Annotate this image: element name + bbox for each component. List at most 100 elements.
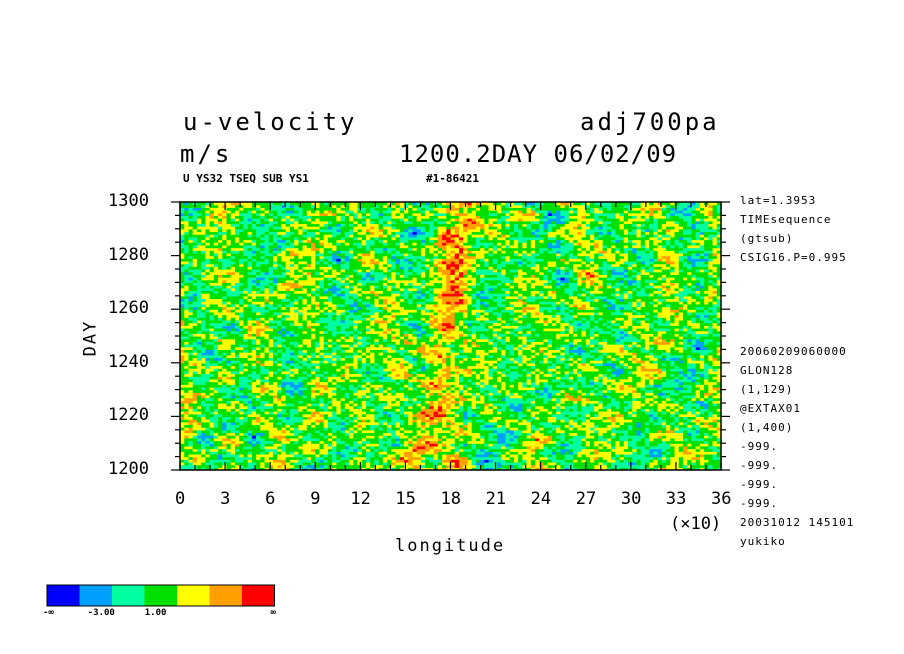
heatmap-cell xyxy=(589,405,595,409)
heatmap-cell xyxy=(260,381,266,385)
heatmap-cell xyxy=(184,437,190,442)
heatmap-cell xyxy=(471,416,477,420)
heatmap-cell xyxy=(513,408,519,412)
heatmap-cell xyxy=(442,443,447,447)
heatmap-cell xyxy=(564,421,570,426)
heatmap-cell xyxy=(568,408,574,412)
heatmap-cell xyxy=(281,453,287,458)
heatmap-cell xyxy=(577,467,583,470)
heatmap-cell xyxy=(471,408,477,412)
heatmap-cell xyxy=(399,413,405,417)
heatmap-cell xyxy=(636,400,642,404)
heatmap-cell xyxy=(315,456,321,460)
heatmap-cell xyxy=(429,373,435,377)
heatmap-cell xyxy=(674,464,680,468)
heatmap-cell xyxy=(695,365,701,369)
heatmap-cell xyxy=(442,373,447,377)
heatmap-cell xyxy=(471,370,477,375)
heatmap-cell xyxy=(589,445,595,450)
heatmap-cell xyxy=(239,427,244,431)
heatmap-cell xyxy=(615,365,621,369)
heatmap-cell xyxy=(632,405,638,409)
heatmap-cell xyxy=(437,373,443,377)
heatmap-cell xyxy=(425,413,430,417)
heatmap-cell xyxy=(412,448,418,452)
heatmap-cell xyxy=(294,437,299,442)
heatmap-cell xyxy=(294,421,299,426)
heatmap-cell xyxy=(281,427,287,431)
heatmap-cell xyxy=(306,384,312,388)
heatmap-cell xyxy=(289,456,295,460)
heatmap-cell xyxy=(213,464,219,468)
heatmap-cell xyxy=(632,464,638,468)
heatmap-cell xyxy=(230,394,236,399)
heatmap-cell xyxy=(471,429,477,434)
heatmap-cell xyxy=(695,413,701,417)
heatmap-cell xyxy=(196,368,202,372)
heatmap-cell xyxy=(467,461,473,466)
heatmap-cell xyxy=(644,459,650,463)
heatmap-cell xyxy=(446,370,452,375)
heatmap-cell xyxy=(234,389,240,393)
heatmap-cell xyxy=(699,400,705,404)
heatmap-cell xyxy=(682,373,688,377)
heatmap-cell xyxy=(598,370,604,375)
heatmap-cell xyxy=(311,365,316,369)
heatmap-cell xyxy=(416,464,422,468)
heatmap-cell xyxy=(611,437,616,442)
heatmap-cell xyxy=(319,365,325,369)
heatmap-cell xyxy=(201,432,206,436)
heatmap-cell xyxy=(446,443,452,447)
heatmap-cell xyxy=(636,384,642,388)
heatmap-cell xyxy=(492,440,498,444)
heatmap-cell xyxy=(674,365,680,369)
heatmap-cell xyxy=(450,429,456,434)
heatmap-cell xyxy=(463,400,469,404)
heatmap-cell xyxy=(611,445,616,450)
heatmap-cell xyxy=(551,389,557,393)
heatmap-cell xyxy=(391,451,397,455)
heatmap-cell xyxy=(632,467,638,470)
heatmap-cell xyxy=(682,443,688,447)
heatmap-cell xyxy=(442,370,447,375)
heatmap-cell xyxy=(467,467,473,470)
heatmap-cell xyxy=(526,429,532,434)
heatmap-cell xyxy=(573,424,578,428)
heatmap-cell xyxy=(416,416,422,420)
heatmap-cell xyxy=(404,413,409,417)
heatmap-cell xyxy=(349,376,354,380)
heatmap-cell xyxy=(222,397,228,401)
heatmap-cell xyxy=(256,448,261,452)
heatmap-cell xyxy=(404,376,409,380)
heatmap-cell xyxy=(425,456,430,460)
heatmap-cell xyxy=(429,467,435,470)
heatmap-cell xyxy=(640,365,646,369)
heatmap-cell xyxy=(437,467,443,470)
heatmap-cell xyxy=(564,467,570,470)
heatmap-cell xyxy=(535,365,540,369)
heatmap-cell xyxy=(691,456,697,460)
heatmap-cell xyxy=(294,459,299,463)
heatmap-cell xyxy=(302,429,308,434)
heatmap-cell xyxy=(344,448,350,452)
heatmap-cell xyxy=(691,376,697,380)
heatmap-cell xyxy=(628,392,633,396)
heatmap-cell xyxy=(467,445,473,450)
heatmap-cell xyxy=(547,376,553,380)
heatmap-cell xyxy=(678,448,684,452)
heatmap-cell xyxy=(319,456,325,460)
heatmap-cell xyxy=(188,381,194,385)
heatmap-cell xyxy=(251,386,257,391)
heatmap-cell xyxy=(501,392,507,396)
heatmap-cell xyxy=(687,461,693,466)
heatmap-cell xyxy=(399,432,405,436)
heatmap-cell xyxy=(285,400,291,404)
heatmap-cell xyxy=(480,456,485,460)
heatmap-cell xyxy=(357,408,363,412)
heatmap-cell xyxy=(239,376,244,380)
heatmap-cell xyxy=(463,443,469,447)
heatmap-cell xyxy=(289,408,295,412)
heatmap-cell xyxy=(218,394,223,399)
heatmap-cell xyxy=(581,424,587,428)
heatmap-cell xyxy=(425,445,430,450)
